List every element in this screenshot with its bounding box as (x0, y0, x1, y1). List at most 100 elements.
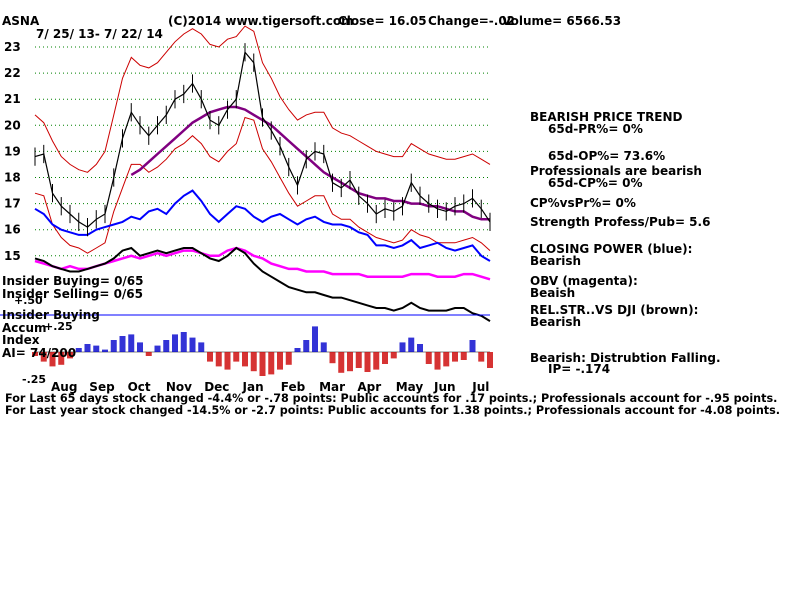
accum-bar-positive (408, 337, 415, 352)
accum-bar-positive (93, 345, 100, 352)
accum-bar-negative (277, 352, 283, 370)
accum-bar-negative (49, 352, 56, 367)
y-tick-label: 23 (4, 40, 21, 54)
insider-buying2-label: Insider Buying (2, 308, 100, 322)
accum-bar-positive (312, 326, 318, 352)
x-tick-label: May (396, 380, 424, 394)
accum-bar-negative (259, 352, 266, 376)
accum-bar-negative (329, 352, 336, 364)
accum-bar-positive (137, 342, 143, 352)
accum-bar-negative (285, 352, 292, 365)
relstr-value: Bearish (530, 315, 581, 329)
accum-bar-negative (242, 352, 248, 367)
close-label: Close= 16.05 (338, 14, 427, 28)
insider-buying-label: Insider Buying= 0/65 (2, 274, 144, 288)
x-tick-label: Nov (166, 380, 192, 394)
accum-histogram (32, 326, 493, 376)
plus50-label: +.50 (14, 294, 43, 307)
cpvspr-label: CP%vsPr%= 0% (530, 196, 636, 210)
ticker-label: ASNA (2, 14, 40, 28)
x-tick-label: Feb (281, 380, 306, 394)
accum-bar-negative (364, 352, 371, 372)
relstr-line (34, 246, 491, 322)
pros-label: Professionals are bearish (530, 164, 702, 178)
trend-title: BEARISH PRICE TREND (530, 110, 683, 124)
accum-bar-positive (163, 340, 170, 352)
accum-bar-positive (102, 349, 108, 352)
cp-label: 65d-CP%= 0% (548, 176, 643, 190)
series-layer (0, 25, 491, 322)
accum-bar-positive (294, 348, 301, 352)
x-axis: Aug Sep Oct Nov Dec Jan Feb Mar Apr May Jun Jul (51, 380, 489, 394)
op-label: 65d-OP%= 73.6% (548, 149, 665, 163)
closing-power-value: Bearish (530, 254, 581, 268)
accum-bar-positive (399, 342, 406, 352)
y-tick-label: 22 (4, 66, 21, 80)
accum-bar-negative (145, 352, 152, 356)
accum-bar-negative (478, 352, 485, 362)
upper-band-line (34, 25, 491, 173)
x-tick-label: Jul (471, 380, 489, 394)
y-tick-label: 17 (4, 197, 21, 211)
accum-label: Accum (2, 321, 47, 335)
moving-average-line (130, 105, 490, 221)
gridlines (35, 46, 490, 257)
accum-bar-negative (347, 352, 353, 372)
change-label: Change=-.02 (428, 14, 515, 28)
footer-line-1: For Last 65 days stock changed -4.4% or … (5, 392, 777, 405)
accum-bar-negative (58, 352, 65, 365)
accum-bar-negative (487, 352, 493, 368)
closing-power-label: CLOSING POWER (blue): (530, 242, 692, 256)
accum-bar-negative (373, 352, 380, 370)
accum-bar-negative (215, 352, 222, 367)
accum-bar-positive (417, 344, 423, 352)
accum-bar-positive (128, 334, 135, 352)
accum-bar-positive (180, 332, 187, 352)
accum-bar-negative (250, 352, 257, 372)
obv-value: Beaish (530, 286, 575, 300)
accum-bar-negative (382, 352, 388, 364)
x-tick-label: Aug (51, 380, 77, 394)
distribution-label: Bearish: Distrubtion Falling. (530, 351, 721, 365)
accum-bar-positive (469, 340, 476, 352)
x-tick-label: Jun (433, 380, 456, 394)
x-tick-label: Sep (89, 380, 115, 394)
accum-bar-negative (355, 352, 362, 368)
pr-label: 65d-PR%= 0% (548, 122, 643, 136)
index-label: Index (2, 333, 40, 347)
price-line (34, 50, 491, 228)
relstr-label: REL.STR..VS DJI (brown): (530, 303, 698, 317)
accum-bar-negative (32, 352, 38, 356)
y-tick-label: 21 (4, 92, 21, 106)
accum-bar-negative (460, 352, 467, 360)
y-tick-label: 20 (4, 118, 21, 132)
volume-label: Volume= 6566.53 (502, 14, 621, 28)
date-range-label: 7/ 25/ 13- 7/ 22/ 14 (36, 27, 163, 41)
accum-bar-positive (84, 344, 91, 352)
x-tick-label: Jan (242, 380, 264, 394)
accum-bar-negative (443, 352, 450, 367)
accum-bar-positive (189, 337, 196, 352)
y-tick-label: 15 (4, 249, 21, 263)
accum-bar-negative (452, 352, 458, 362)
x-tick-label: Oct (128, 380, 151, 394)
x-tick-label: Mar (319, 380, 345, 394)
accum-bar-negative (233, 352, 240, 362)
accum-bar-negative (434, 352, 441, 370)
y-tick-label: 19 (4, 144, 21, 158)
y-tick-label: 18 (4, 171, 21, 185)
y-tick-label: 16 (4, 223, 21, 237)
closing-power-line (34, 189, 491, 262)
accum-bar-positive (119, 336, 126, 352)
minus25-label: -.25 (22, 373, 46, 386)
accum-bar-positive (172, 334, 178, 352)
accum-bar-positive (303, 340, 310, 352)
accum-bar-positive (154, 345, 161, 352)
footer-line-2: For Last year stock changed -14.5% or -2… (5, 404, 780, 417)
copyright-label: (C)2014 www.tigersoft.com (168, 14, 354, 28)
lower-band-line (34, 116, 491, 254)
accum-bar-negative (224, 352, 231, 370)
strength-label: Strength Profess/Pub= 5.6 (530, 215, 710, 229)
accum-bar-negative (40, 352, 47, 362)
obv-label: OBV (magenta): (530, 274, 638, 288)
